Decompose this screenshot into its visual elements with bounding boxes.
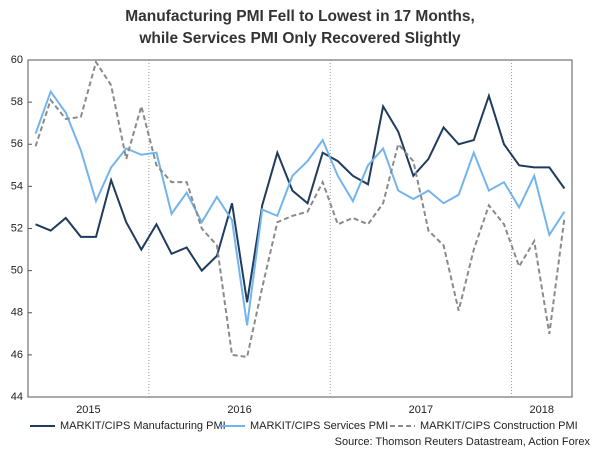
- y-tick-label: 54: [11, 180, 23, 192]
- plot-frame: [27, 59, 573, 398]
- series-line: [35, 92, 566, 303]
- x-tick-label: 2015: [76, 404, 100, 416]
- legend-label: MARKIT/CIPS Construction PMI: [420, 420, 578, 432]
- y-tick-label: 60: [11, 54, 23, 66]
- y-tick-label: 50: [11, 265, 23, 277]
- chart-title: Manufacturing PMI Fell to Lowest in 17 M…: [125, 8, 475, 25]
- legend-label: MARKIT/CIPS Services PMI: [250, 420, 388, 432]
- y-tick-label: 56: [11, 138, 23, 150]
- chart-title: while Services PMI Only Recovered Slight…: [138, 30, 461, 47]
- series-line: [34, 59, 566, 359]
- x-tick-label: 2016: [227, 404, 251, 416]
- y-tick-label: 44: [11, 391, 23, 403]
- x-tick-label: 2018: [530, 404, 554, 416]
- source-note: Source: Thomson Reuters Datastream, Acti…: [335, 436, 591, 448]
- y-tick-label: 48: [11, 307, 23, 319]
- x-tick-label: 2017: [409, 404, 433, 416]
- y-tick-label: 58: [11, 96, 23, 108]
- series-line: [34, 89, 566, 326]
- legend-label: MARKIT/CIPS Manufacturing PMI: [60, 420, 226, 432]
- y-tick-label: 52: [11, 222, 23, 234]
- y-tick-label: 46: [11, 349, 23, 361]
